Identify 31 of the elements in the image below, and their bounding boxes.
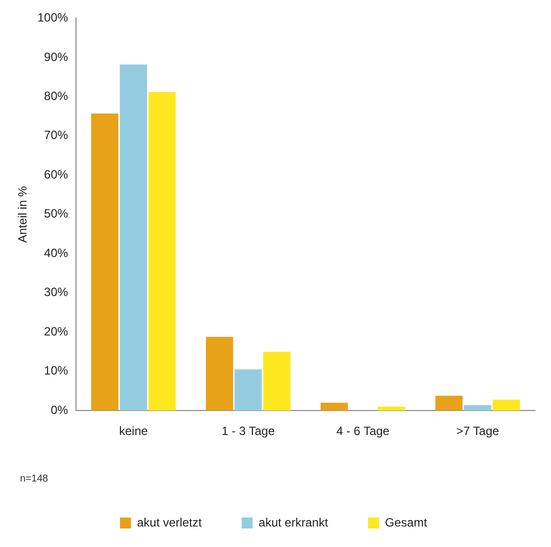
bar [206, 336, 234, 411]
bar [91, 114, 118, 411]
bar [464, 405, 492, 411]
x-tick-label: 4 - 6 Tage [336, 424, 390, 438]
bar [435, 396, 463, 411]
y-tick-label: 0% [50, 402, 68, 417]
bar [378, 406, 406, 411]
bar [492, 400, 520, 411]
bar [234, 369, 262, 411]
y-tick-label: 50% [44, 206, 68, 221]
bar [320, 402, 348, 411]
y-tick-label: 60% [44, 167, 68, 182]
bar [148, 92, 176, 411]
bar [263, 352, 290, 411]
x-tick-label: >7 Tage [456, 424, 500, 438]
y-tick-label: 70% [44, 128, 68, 142]
y-tick-label: 20% [44, 324, 68, 338]
legend-label: Gesamt [385, 515, 428, 530]
x-tick-label: keine [119, 424, 148, 438]
legend-label: akut erkrankt [258, 515, 329, 530]
y-axis-title: Anteil in % [16, 186, 30, 243]
y-tick-label: 40% [44, 246, 68, 260]
text: n=148 [20, 473, 49, 484]
bar [120, 64, 148, 411]
y-tick-label: 80% [44, 88, 68, 103]
y-tick-label: 30% [44, 285, 68, 300]
y-tick-label: 10% [44, 364, 68, 378]
y-tick-label: 90% [44, 50, 68, 64]
legend-label: akut verletzt [136, 515, 202, 530]
y-tick-label: 100% [37, 10, 68, 25]
x-tick-label: 1 - 3 Tage [222, 424, 276, 438]
